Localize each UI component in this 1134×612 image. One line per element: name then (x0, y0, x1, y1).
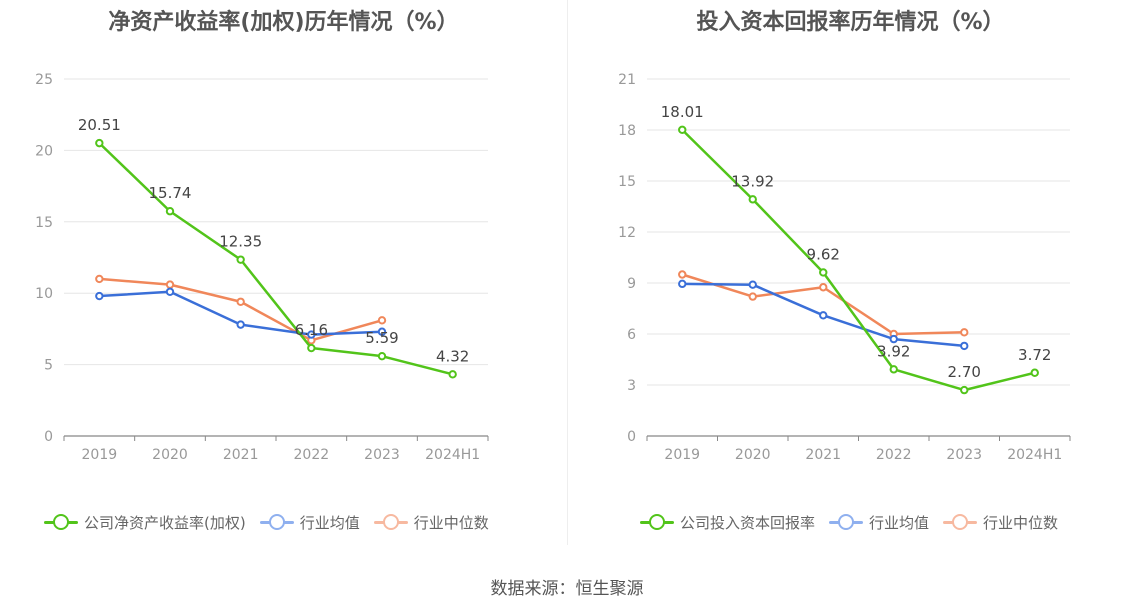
x-tick-label: 2024H1 (1007, 447, 1062, 463)
y-tick-label: 6 (627, 327, 636, 343)
chart-title: 净资产收益率(加权)历年情况（%） (108, 10, 459, 35)
data-label: 3.92 (877, 342, 910, 360)
data-point (307, 330, 316, 339)
data-label: 18.01 (661, 103, 704, 121)
chart-panel-roe: 净资产收益率(加权)历年情况（%） 0 5 10 15 20 25 2019 2020 2021… (0, 0, 567, 545)
x-tick-label: 2019 (664, 447, 700, 463)
data-point (236, 297, 245, 306)
data-label: 20.51 (78, 116, 121, 134)
data-point (960, 328, 969, 337)
y-tick-label: 20 (35, 143, 53, 159)
legend-label: 公司投入资本回报率 (680, 513, 816, 532)
legend-label: 行业均值 (299, 513, 360, 532)
data-label: 5.59 (365, 329, 398, 347)
roic-line-chart: 0 3 6 9 12 15 18 21 2019 2020 2021 2022 2023 2024H1 18… (618, 72, 1071, 463)
data-point (819, 283, 828, 292)
x-tick-label: 2020 (152, 447, 188, 463)
data-point (748, 292, 757, 301)
data-point (748, 280, 757, 289)
data-label: 4.32 (436, 347, 469, 365)
series-line (99, 277, 383, 342)
data-point (748, 195, 757, 204)
data-point (165, 280, 175, 289)
y-tick-label: 15 (618, 174, 636, 190)
x-tick-label: 2024H1 (425, 447, 480, 463)
series-line (98, 142, 453, 376)
legend-swatch-icon (640, 514, 674, 530)
y-tick-label: 9 (627, 276, 636, 292)
y-tick-label: 12 (618, 225, 636, 241)
data-point (95, 274, 104, 284)
data-point (236, 255, 245, 264)
x-tick-label: 2021 (223, 447, 259, 463)
legend-swatch-icon (829, 514, 864, 530)
x-tick-label: 2022 (294, 447, 330, 463)
legend-swatch-icon (373, 514, 408, 530)
chart-panel-roic: 投入资本回报率历年情况（%） 0 3 6 9 12 15 18 21 2019 2020 2021 2… (567, 0, 1134, 545)
legend-item-industry-mean[interactable]: 行业均值 (259, 512, 360, 533)
x-tick-label: 2023 (946, 447, 982, 463)
panel-divider (567, 0, 568, 545)
y-tick-label: 5 (44, 358, 53, 374)
legend-label: 行业中位数 (983, 513, 1059, 532)
data-point (377, 351, 387, 361)
chart-legend: 公司净资产收益率(加权) 行业均值 行业中位数 (44, 510, 503, 534)
series-line (681, 128, 1036, 392)
legend-swatch-icon (943, 514, 978, 530)
chart-title: 投入资本回报率历年情况（%） (696, 10, 1005, 35)
data-label: 15.74 (149, 184, 192, 202)
data-point (678, 279, 687, 289)
x-tick-label: 2019 (82, 447, 118, 463)
legend-item-industry-median[interactable]: 行业中位数 (373, 512, 489, 533)
x-tick-label: 2020 (735, 447, 771, 463)
data-point (165, 287, 175, 296)
data-point (819, 311, 828, 320)
y-tick-label: 25 (35, 72, 53, 88)
legend-label: 行业中位数 (413, 513, 489, 532)
data-point (819, 268, 828, 277)
data-point (889, 334, 898, 344)
data-point (307, 343, 316, 353)
data-point (678, 270, 687, 279)
legend-label: 行业均值 (869, 513, 930, 532)
data-point (377, 327, 387, 336)
legend-item-industry-mean[interactable]: 行业均值 (829, 512, 929, 533)
x-tick-label: 2022 (876, 447, 912, 463)
data-point (960, 385, 969, 395)
data-label: 6.16 (295, 321, 328, 339)
data-point (165, 207, 175, 216)
data-point (448, 370, 457, 379)
data-point (95, 138, 104, 148)
data-point (1030, 368, 1039, 377)
data-label: 3.72 (1018, 346, 1051, 364)
data-point (95, 291, 104, 301)
y-tick-label: 15 (35, 215, 53, 231)
data-source-note: 数据来源：恒生聚源 (490, 579, 644, 599)
legend-item-company[interactable]: 公司投入资本回报率 (640, 512, 815, 533)
roe-line-chart: 0 5 10 15 20 25 2019 2020 2021 2022 2023 2024H1 20.5… (35, 72, 489, 463)
data-point (377, 316, 387, 325)
y-tick-label: 0 (44, 429, 53, 445)
y-tick-label: 0 (627, 429, 636, 445)
data-label: 2.70 (948, 363, 981, 381)
legend-swatch-icon (44, 514, 78, 530)
y-tick-label: 10 (35, 286, 53, 302)
chart-legend: 公司投入资本回报率 行业均值 行业中位数 (640, 510, 1072, 534)
data-point (960, 341, 969, 351)
data-label: 13.92 (731, 172, 774, 190)
y-tick-label: 3 (627, 378, 636, 394)
data-point (236, 320, 245, 329)
x-tick-label: 2021 (805, 447, 841, 463)
legend-item-company[interactable]: 公司净资产收益率(加权) (44, 512, 246, 533)
y-tick-label: 18 (618, 123, 636, 139)
legend-swatch-icon (259, 514, 294, 530)
data-point (678, 125, 687, 135)
y-tick-label: 21 (618, 72, 636, 88)
data-label: 12.35 (219, 233, 262, 251)
legend-item-industry-median[interactable]: 行业中位数 (943, 512, 1058, 533)
data-point (889, 365, 898, 374)
data-label: 9.62 (807, 245, 840, 263)
legend-label: 公司净资产收益率(加权) (84, 513, 246, 532)
x-tick-label: 2023 (364, 447, 400, 463)
